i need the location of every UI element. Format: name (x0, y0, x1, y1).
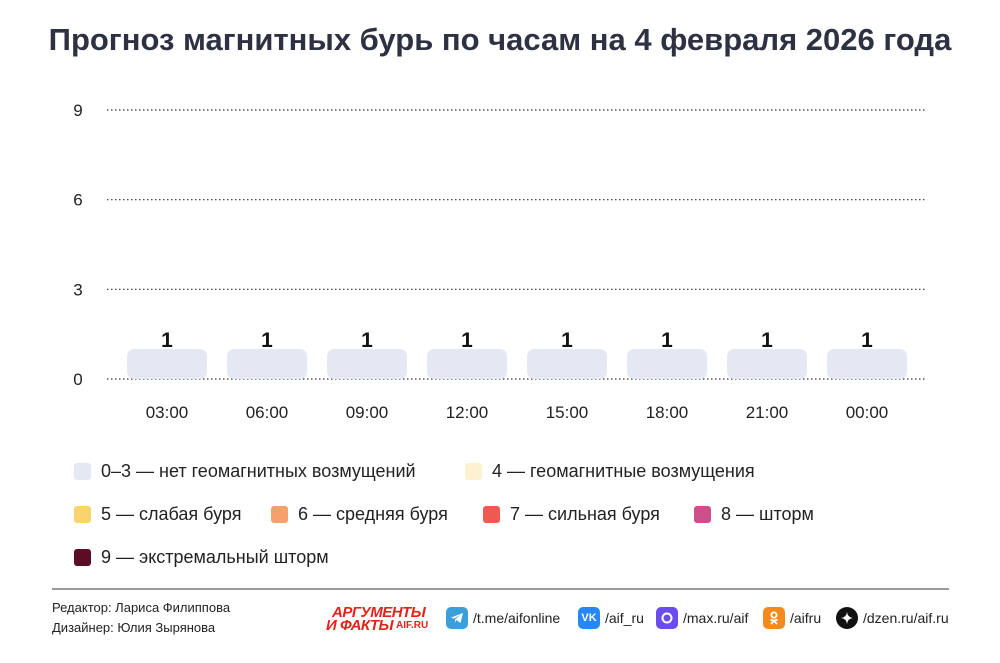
dzen-icon (836, 607, 858, 629)
bar (327, 349, 407, 379)
x-tick-label: 15:00 (546, 403, 589, 422)
social-ok-text: /aifru (790, 610, 822, 626)
data-label: 1 (261, 329, 273, 352)
data-label: 1 (661, 329, 673, 352)
bar (827, 349, 907, 379)
legend-swatch (465, 463, 482, 480)
x-tick-label: 21:00 (746, 403, 789, 422)
x-tick-label: 00:00 (846, 403, 889, 422)
max-icon (656, 607, 678, 629)
chart-title: Прогноз магнитных бурь по часам на 4 фев… (48, 22, 952, 57)
data-label: 1 (561, 329, 573, 352)
social-vk[interactable]: VK /aif_ru (578, 607, 644, 629)
legend-label: 8 — шторм (721, 504, 814, 524)
legend-label: 5 — слабая буря (101, 504, 242, 524)
logo-suffix: AIF.RU (396, 620, 429, 631)
ok-icon (763, 607, 785, 629)
social-dzen[interactable]: /dzen.ru/aif.ru (836, 607, 949, 629)
social-dzen-text: /dzen.ru/aif.ru (863, 610, 949, 626)
data-label: 1 (161, 329, 173, 352)
bar (727, 349, 807, 379)
legend-item: 4 — геомагнитные возмущения (465, 461, 755, 482)
bar (427, 349, 507, 379)
vk-icon: VK (578, 607, 600, 629)
legend-item: 6 — средняя буря (271, 504, 448, 525)
bar-chart: 0 3 6 9 1 03:00 1 06:00 1 09:00 1 12:00 1 15:00 1 18:00… (73, 101, 927, 422)
legend-swatch (74, 549, 91, 566)
legend-label: 9 — экстремальный шторм (101, 547, 329, 567)
legend-item: 9 — экстремальный шторм (74, 547, 329, 568)
social-telegram-text: /t.me/aifonline (473, 610, 561, 626)
x-tick-label: 09:00 (346, 403, 389, 422)
legend-item: 8 — шторм (694, 504, 814, 525)
legend-label: 4 — геомагнитные возмущения (492, 461, 755, 481)
bar (627, 349, 707, 379)
data-label: 1 (861, 329, 873, 352)
legend-label: 7 — сильная буря (510, 504, 660, 524)
legend-swatch (74, 506, 91, 523)
social-telegram[interactable]: /t.me/aifonline (446, 607, 560, 629)
data-label: 1 (361, 329, 373, 352)
logo-line1: АРГУМЕНТЫ (332, 604, 426, 621)
x-tick-label: 03:00 (146, 403, 189, 422)
y-tick-label: 3 (73, 280, 82, 299)
editor-credit: Редактор: Лариса Филиппова (52, 600, 231, 615)
x-tick-label: 12:00 (446, 403, 489, 422)
footer-divider (52, 588, 949, 590)
logo-line2: И ФАКТЫ (326, 617, 394, 634)
legend-swatch (483, 506, 500, 523)
legend-item: 7 — сильная буря (483, 504, 660, 525)
social-ok[interactable]: /aifru (763, 607, 821, 629)
legend-item: 5 — слабая буря (74, 504, 241, 525)
aif-logo: АРГУМЕНТЫ И ФАКТЫ AIF.RU (326, 604, 434, 634)
legend-item: 0–3 — нет геомагнитных возмущений (74, 461, 416, 482)
y-tick-label: 6 (73, 191, 82, 210)
legend-label: 0–3 — нет геомагнитных возмущений (101, 461, 416, 481)
legend-swatch (74, 463, 91, 480)
social-max[interactable]: /max.ru/aif (656, 607, 748, 629)
telegram-icon (446, 607, 468, 629)
legend-swatch (271, 506, 288, 523)
data-label: 1 (461, 329, 473, 352)
legend-label: 6 — средняя буря (298, 504, 448, 524)
y-tick-label: 9 (73, 101, 82, 120)
bar (227, 349, 307, 379)
social-vk-text: /aif_ru (605, 610, 644, 626)
bar (127, 349, 207, 379)
designer-credit: Дизайнер: Юлия Зырянова (52, 620, 216, 635)
bar (527, 349, 607, 379)
social-max-text: /max.ru/aif (683, 610, 749, 626)
data-label: 1 (761, 329, 773, 352)
x-tick-label: 18:00 (646, 403, 689, 422)
x-tick-label: 06:00 (246, 403, 289, 422)
y-tick-label: 0 (73, 370, 82, 389)
legend-swatch (694, 506, 711, 523)
